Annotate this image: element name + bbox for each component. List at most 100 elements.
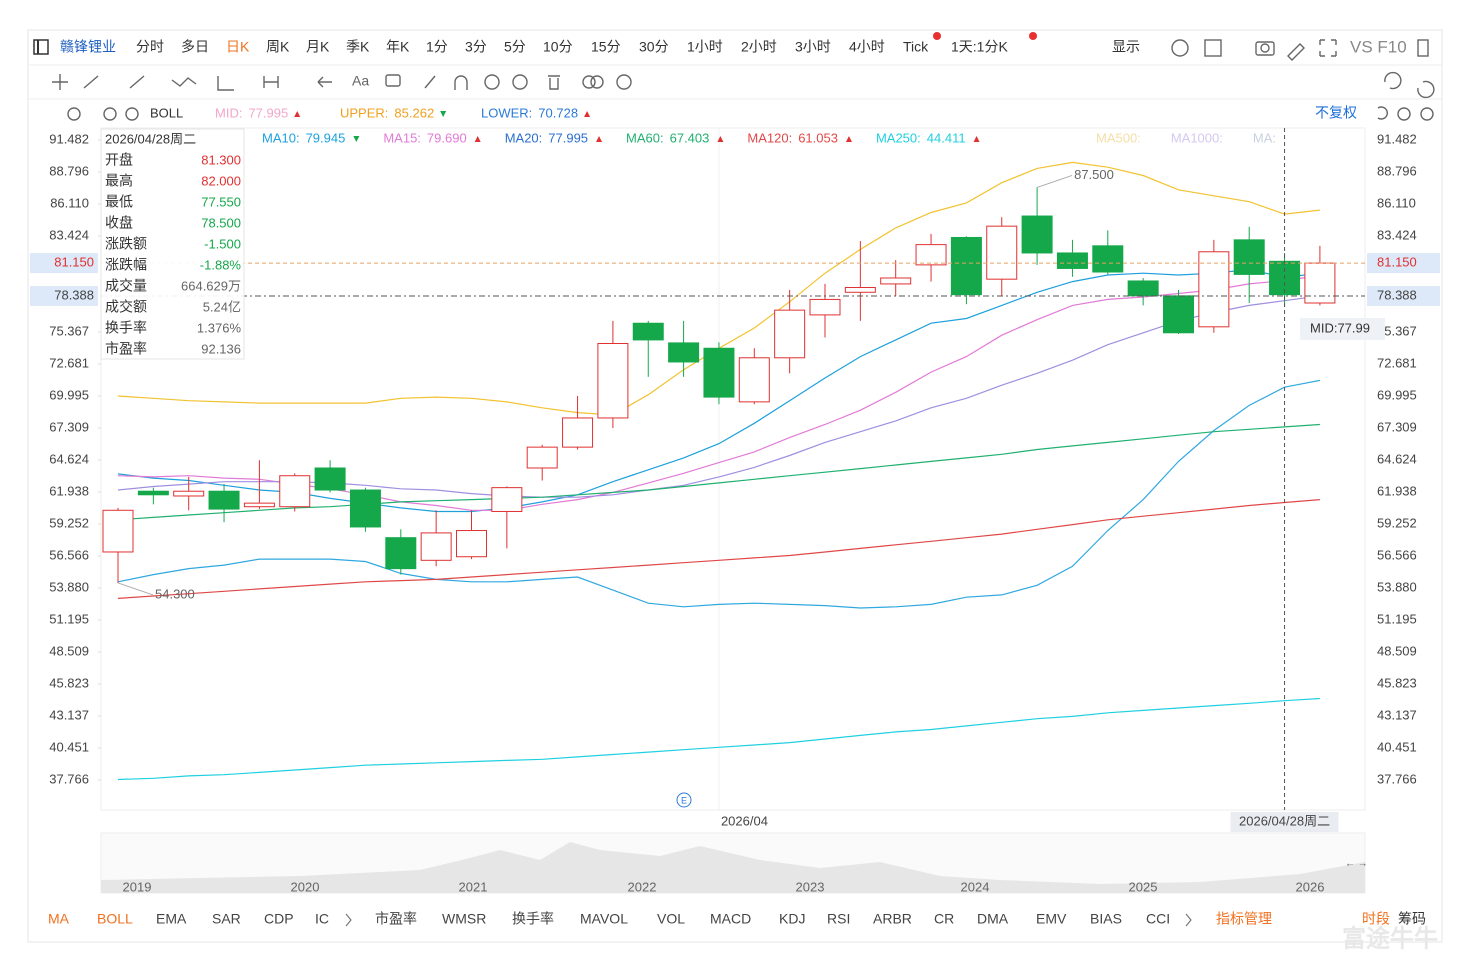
boll-label: LOWER:	[481, 105, 532, 120]
indicator-tab[interactable]: KDJ	[779, 911, 805, 927]
indicator-tab[interactable]: MACD	[710, 911, 751, 927]
indicator-name: BOLL	[150, 105, 183, 120]
period-tab[interactable]: 10分	[543, 39, 573, 55]
indicator-tab[interactable]: RSI	[827, 911, 850, 927]
info-date: 2026/04/28周二	[105, 131, 196, 146]
indicator-tab[interactable]: VOL	[657, 911, 685, 927]
stock-name[interactable]: 赣锋锂业	[60, 39, 116, 55]
period-tab[interactable]: 5分	[504, 39, 526, 55]
legend-value: 67.403	[670, 130, 710, 145]
candle-body	[1233, 239, 1265, 275]
period-tab[interactable]: 1天:1分K	[951, 39, 1008, 55]
indicator-tab[interactable]: CCI	[1146, 911, 1170, 927]
trend-arrow	[474, 136, 481, 142]
indicator-line	[117, 423, 1320, 521]
y-tick-label-right: 43.137	[1377, 707, 1417, 722]
trend-arrow	[973, 136, 980, 142]
boll-value: 70.728	[538, 105, 578, 120]
period-tab[interactable]: 30分	[639, 39, 669, 55]
indicator-tab[interactable]: WMSR	[442, 911, 486, 927]
legend-inactive: MA500:	[1096, 130, 1141, 145]
period-tab[interactable]: Tick	[903, 39, 929, 55]
toolbar-icons[interactable]	[52, 39, 1435, 121]
candle-body	[738, 357, 770, 403]
candle-body	[597, 343, 629, 419]
period-tab[interactable]: 多日	[181, 39, 209, 55]
period-tab[interactable]: 周K	[266, 39, 290, 55]
y-tick-label: 53.880	[49, 579, 89, 594]
y-tick-label: 51.195	[49, 611, 89, 626]
period-tab[interactable]: 4小时	[849, 39, 885, 55]
indicator-tab[interactable]: 换手率	[512, 911, 554, 927]
display-menu[interactable]: 显示	[1112, 39, 1140, 55]
candle-body	[279, 475, 311, 508]
indicator-tab[interactable]: EMA	[156, 911, 187, 927]
candle-body	[243, 502, 275, 508]
period-tab[interactable]: 1小时	[687, 39, 723, 55]
y-tick-label-right: 91.482	[1377, 131, 1417, 146]
indicator-tab[interactable]: 市盈率	[375, 911, 417, 927]
candle-body	[703, 347, 735, 398]
indicator-tab[interactable]: MAVOL	[580, 911, 628, 927]
y-tick-label-right: 61.938	[1377, 483, 1417, 498]
mid-tag-bg	[1300, 318, 1385, 340]
trend-arrow	[353, 136, 360, 142]
period-tab[interactable]: 15分	[591, 39, 621, 55]
annotation: 87.500	[1074, 167, 1114, 182]
info-label: 最高	[105, 173, 133, 189]
legend-label: MA10:	[262, 130, 300, 145]
y-tick-label: 72.681	[49, 355, 89, 370]
y-tick-label-right: 88.796	[1377, 163, 1417, 178]
indicator-tab[interactable]: DMA	[977, 911, 1009, 927]
badge	[933, 32, 941, 40]
indicator-tab[interactable]: MA	[48, 911, 70, 927]
period-tab[interactable]: 月K	[306, 39, 330, 55]
y-tick-label-right: 48.509	[1377, 643, 1417, 658]
crosshair-tag: 78.388	[54, 287, 94, 302]
period-tab[interactable]: 3分	[465, 39, 487, 55]
minimap-year: 2020	[291, 879, 320, 894]
event-marker-ring[interactable]	[676, 792, 692, 808]
info-panel	[100, 128, 245, 360]
adjust-button[interactable]: 不复权	[1315, 105, 1357, 121]
minimap-overview	[101, 842, 1365, 893]
indicator-tab[interactable]: ARBR	[873, 911, 912, 927]
period-tab[interactable]: 分时	[136, 39, 164, 55]
period-tab[interactable]: 日K	[226, 39, 250, 55]
plot-area	[100, 127, 1366, 811]
y-tick-label: 69.995	[49, 387, 89, 402]
indicator-manage[interactable]: 指标管理	[1216, 911, 1272, 927]
text-tool[interactable]: Aa	[352, 73, 369, 89]
info-value: 1.376%	[197, 320, 242, 335]
candle-body	[1021, 215, 1053, 254]
period-tab[interactable]: 年K	[386, 39, 410, 55]
period-tab[interactable]: 3小时	[795, 39, 831, 55]
price-tag-bg	[1367, 253, 1440, 274]
candle-body	[844, 287, 876, 293]
indicator-tab[interactable]: SAR	[212, 911, 241, 927]
y-tick-label: 88.796	[49, 163, 89, 178]
y-tick-label-right: 53.880	[1377, 579, 1417, 594]
indicator-tab[interactable]: BOLL	[97, 911, 133, 927]
period-tab[interactable]: 1分	[426, 39, 448, 55]
candle-body	[456, 530, 487, 558]
y-tick-label-right: 45.823	[1377, 675, 1417, 690]
indicator-tab[interactable]: IC	[315, 911, 329, 927]
sidebar-icon[interactable]	[33, 39, 49, 55]
y-tick-label-right: 67.309	[1377, 419, 1417, 434]
compare-button[interactable]: VS F10	[1350, 37, 1407, 56]
minimap-arrows[interactable]: ← →	[1345, 859, 1368, 870]
candle-body	[880, 277, 912, 285]
indicator-tab[interactable]: EMV	[1036, 911, 1067, 927]
period-tab[interactable]: 2小时	[741, 39, 777, 55]
indicator-line	[117, 499, 1320, 599]
candle-body	[102, 509, 134, 553]
session-tab[interactable]: 时段	[1362, 911, 1390, 927]
y-tick-label: 61.938	[49, 483, 89, 498]
indicator-tab[interactable]: BIAS	[1090, 911, 1122, 927]
period-tab[interactable]: 季K	[346, 39, 370, 55]
chips-tab[interactable]: 筹码	[1398, 911, 1426, 927]
watermark: 富途牛牛	[1342, 924, 1438, 952]
indicator-tab[interactable]: CDP	[264, 911, 294, 927]
indicator-tab[interactable]: CR	[934, 911, 954, 927]
